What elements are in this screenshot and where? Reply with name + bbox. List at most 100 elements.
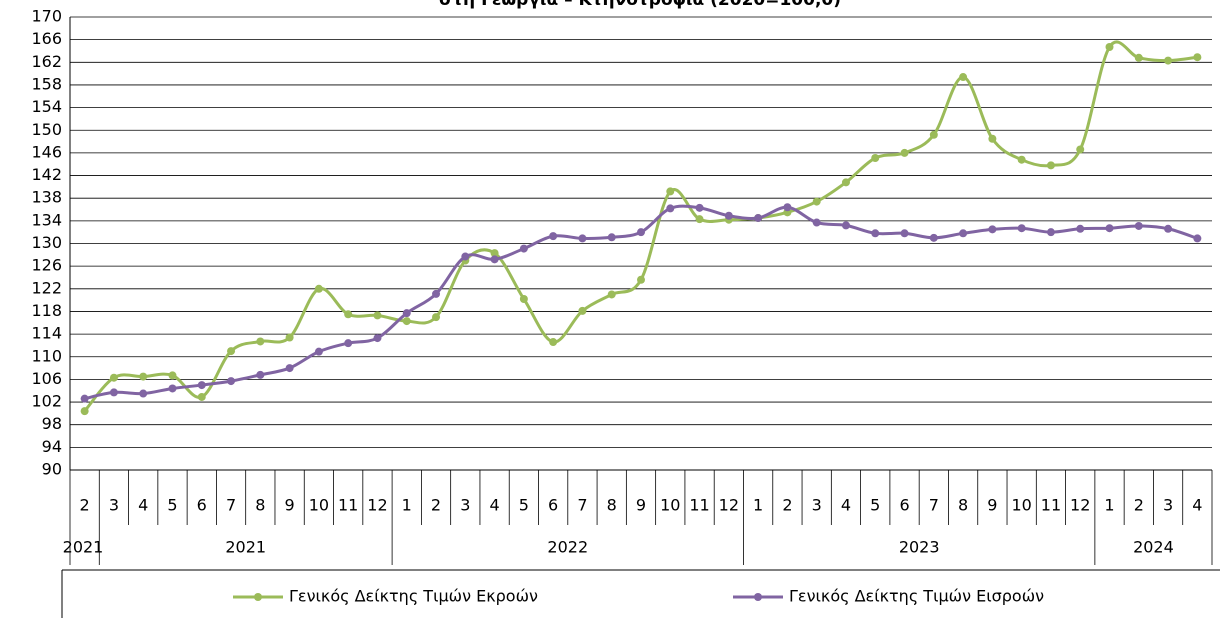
point: [637, 228, 645, 237]
x-tick-label: 4: [1192, 496, 1202, 515]
x-tick-label: 1: [1104, 496, 1114, 515]
x-tick-label: 11: [1041, 496, 1061, 515]
y-tick-label: 106: [31, 369, 62, 388]
point: [432, 289, 441, 298]
point: [929, 233, 938, 242]
x-tick-label: 3: [460, 496, 470, 515]
point: [988, 134, 997, 143]
x-tick-label: 2: [431, 496, 441, 515]
point: [402, 317, 411, 326]
y-tick-label: 154: [31, 97, 62, 116]
point: [1076, 224, 1085, 233]
point: [109, 373, 118, 382]
x-tick-label: 4: [489, 496, 499, 515]
x-tick-label: 5: [870, 496, 880, 515]
x-tick-label: 10: [309, 496, 329, 515]
y-tick-label: 142: [31, 165, 62, 184]
y-tick-label: 126: [31, 256, 62, 275]
point: [197, 392, 206, 401]
x-tick-label: 12: [719, 496, 739, 515]
point: [959, 229, 968, 238]
y-tick-label: 118: [31, 301, 62, 320]
point: [490, 255, 499, 264]
point: [1164, 224, 1173, 233]
point: [695, 203, 704, 212]
x-tick-label: 10: [660, 496, 680, 515]
point: [549, 338, 558, 347]
point: [227, 347, 236, 356]
point: [841, 178, 850, 187]
chart-title: στη Γεωργία – Κτηνοτροφία (2020=100,0): [439, 0, 841, 10]
point: [256, 370, 265, 379]
point: [1046, 161, 1055, 170]
y-tick-label: 158: [31, 74, 62, 93]
y-tick-label: 170: [31, 7, 62, 26]
legend-marker: [254, 593, 262, 601]
point: [461, 252, 470, 261]
point: [1076, 145, 1085, 154]
y-tick-label: 98: [42, 414, 62, 433]
point: [1193, 53, 1202, 62]
point: [402, 309, 411, 318]
y-tick-label: 114: [31, 324, 62, 343]
point: [607, 290, 616, 299]
point: [578, 234, 587, 243]
point: [812, 218, 821, 227]
point: [344, 339, 353, 348]
legend-label: Γενικός Δείκτης Τιμών Εκροών: [289, 587, 538, 606]
point: [578, 306, 587, 315]
x-tick-label: 3: [109, 496, 119, 515]
point: [841, 221, 850, 230]
x-tick-label: 12: [1070, 496, 1090, 515]
x-tick-label: 2: [782, 496, 792, 515]
point: [139, 389, 148, 398]
x-tick-label: 10: [1011, 496, 1031, 515]
x-tick-label: 1: [402, 496, 412, 515]
point: [1134, 53, 1143, 62]
point: [314, 284, 323, 293]
x-tick-label: 6: [899, 496, 909, 515]
x-tick-label: 1: [753, 496, 763, 515]
group-label: 2024: [1133, 538, 1174, 557]
point: [929, 130, 938, 139]
x-tick-label: 6: [197, 496, 207, 515]
point: [666, 187, 675, 196]
x-tick-label: 2: [1134, 496, 1144, 515]
y-tick-label: 162: [31, 52, 62, 71]
point: [227, 377, 236, 386]
x-tick-label: 2: [80, 496, 90, 515]
x-tick-label: 6: [548, 496, 558, 515]
y-tick-label: 138: [31, 188, 62, 207]
x-tick-label: 8: [255, 496, 265, 515]
y-tick-label: 102: [31, 392, 62, 411]
y-tick-label: 130: [31, 233, 62, 252]
x-tick-label: 5: [519, 496, 529, 515]
x-tick-label: 11: [338, 496, 358, 515]
point: [285, 333, 294, 342]
point: [256, 337, 265, 346]
x-tick-label: 9: [987, 496, 997, 515]
y-tick-label: 166: [31, 29, 62, 48]
point: [1105, 43, 1114, 52]
point: [519, 244, 528, 253]
group-label: 2023: [899, 538, 940, 557]
x-tick-label: 4: [138, 496, 148, 515]
point: [1164, 56, 1173, 65]
point: [900, 148, 909, 157]
point: [373, 334, 382, 343]
legend-label: Γενικός Δείκτης Τιμών Εισροών: [789, 587, 1044, 606]
point: [607, 233, 616, 242]
point: [80, 394, 89, 403]
y-tick-label: 90: [42, 460, 62, 479]
point: [1134, 221, 1143, 230]
point: [695, 215, 704, 224]
point: [871, 153, 880, 162]
point: [1046, 228, 1055, 237]
x-tick-label: 5: [167, 496, 177, 515]
point: [490, 249, 499, 258]
point: [783, 203, 792, 212]
x-tick-label: 8: [958, 496, 968, 515]
x-tick-label: 9: [636, 496, 646, 515]
point: [724, 211, 733, 220]
